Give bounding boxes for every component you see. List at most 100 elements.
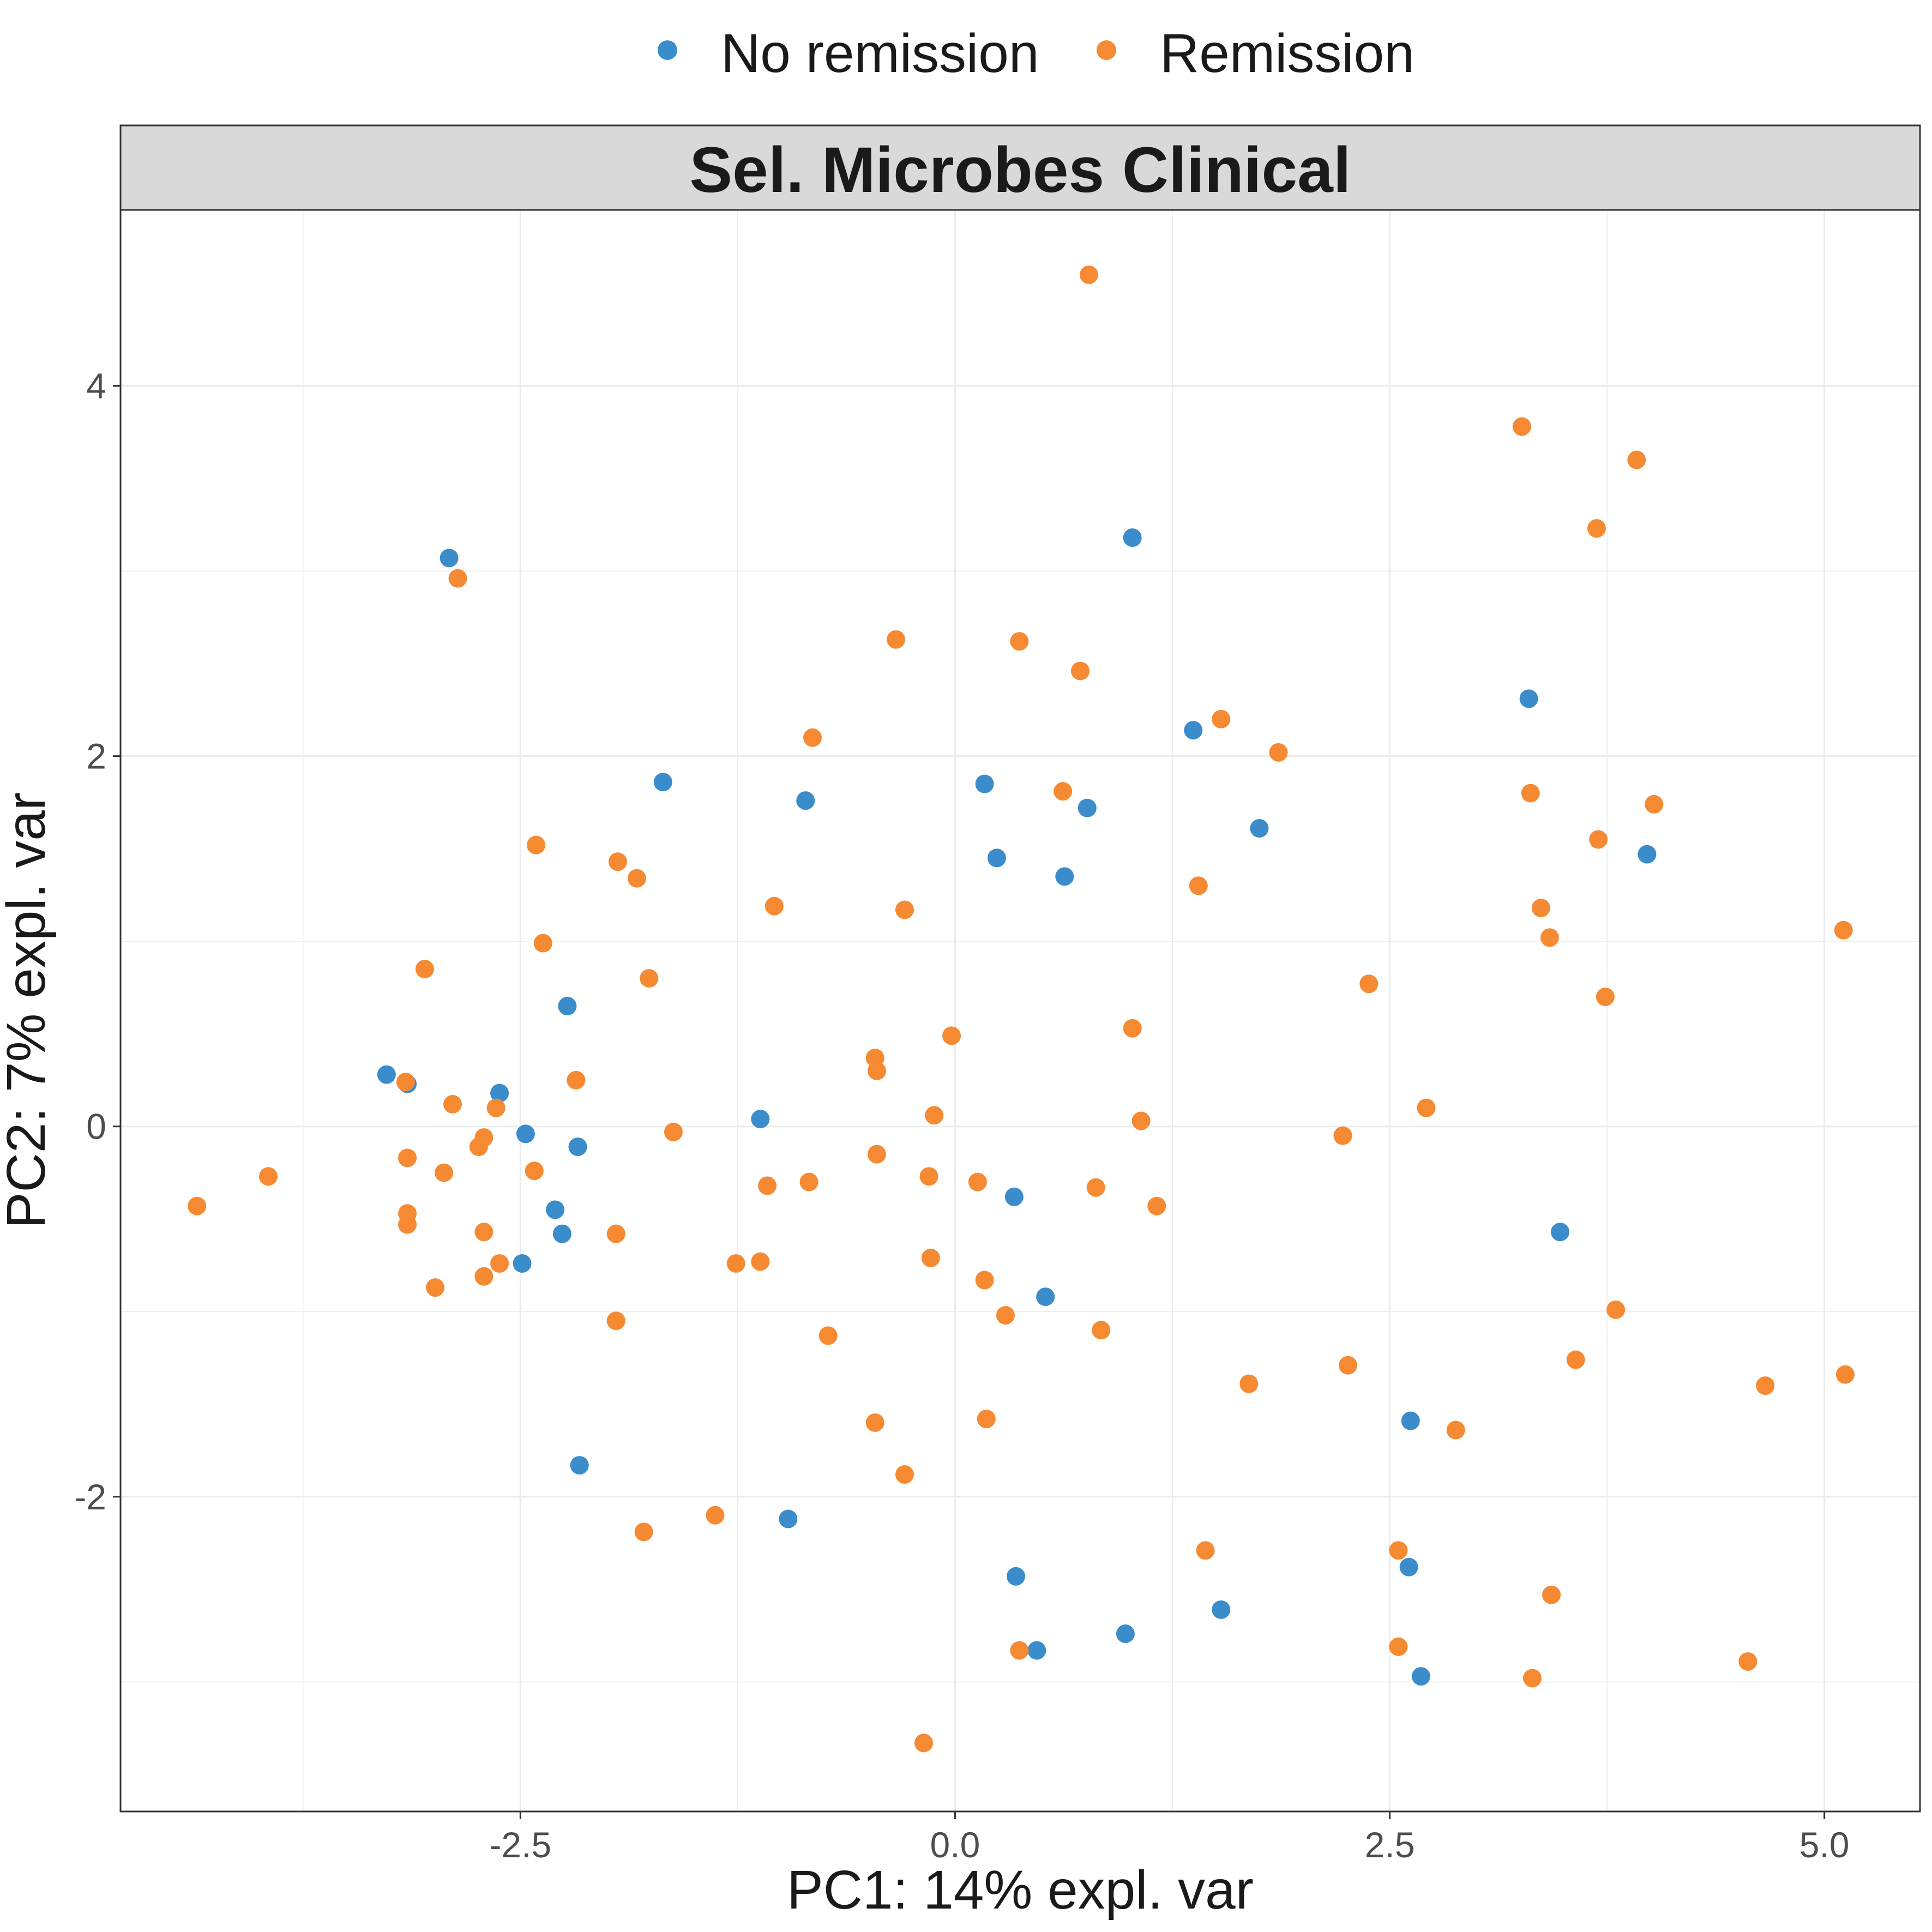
point-remission — [415, 960, 434, 979]
x-tick-label: 2.5 — [1365, 1825, 1415, 1865]
point-no-remission — [779, 1509, 798, 1528]
point-remission — [188, 1196, 207, 1215]
point-remission — [968, 1172, 987, 1191]
point-no-remission — [1055, 867, 1074, 886]
point-no-remission — [796, 791, 815, 810]
point-remission — [1071, 661, 1090, 681]
point-remission — [799, 1172, 818, 1191]
point-remission — [486, 1098, 505, 1117]
point-no-remission — [513, 1254, 532, 1273]
point-remission — [1540, 928, 1559, 947]
point-no-remission — [1123, 528, 1142, 547]
point-remission — [1269, 743, 1288, 762]
point-remission — [1566, 1350, 1585, 1369]
point-remission — [975, 1271, 994, 1290]
point-no-remission — [1519, 689, 1538, 708]
plot-panel — [121, 210, 1920, 1811]
point-remission — [1086, 1178, 1105, 1197]
point-remission — [664, 1122, 683, 1141]
point-remission — [1359, 974, 1379, 994]
point-remission — [1147, 1196, 1166, 1215]
point-remission — [1389, 1541, 1408, 1560]
point-remission — [1123, 1019, 1142, 1038]
point-remission — [942, 1026, 961, 1045]
point-remission — [1010, 1641, 1029, 1660]
point-no-remission — [552, 1224, 571, 1243]
point-remission — [490, 1254, 509, 1273]
point-remission — [867, 1061, 886, 1080]
point-remission — [803, 728, 822, 747]
y-tick-label: 0 — [86, 1106, 106, 1147]
point-remission — [1333, 1126, 1352, 1145]
x-axis-title: PC1: 14% expl. var — [787, 1859, 1254, 1921]
facet-strip — [119, 124, 1921, 211]
point-remission — [1531, 899, 1550, 918]
point-remission — [1079, 265, 1098, 284]
data-points — [188, 265, 1855, 1753]
point-remission — [921, 1248, 940, 1267]
point-no-remission — [1116, 1624, 1135, 1644]
point-remission — [533, 934, 552, 953]
point-no-remission — [1007, 1567, 1026, 1586]
point-remission — [867, 1145, 886, 1164]
point-no-remission — [558, 997, 577, 1016]
point-remission — [426, 1278, 445, 1297]
point-remission — [606, 1311, 625, 1331]
y-tick-label: -2 — [74, 1477, 106, 1517]
point-remission — [398, 1148, 417, 1167]
point-remission — [627, 869, 646, 888]
point-remission — [919, 1167, 938, 1186]
point-remission — [1521, 784, 1540, 803]
x-tick-label: 5.0 — [1799, 1825, 1850, 1865]
point-no-remission — [751, 1110, 770, 1129]
point-remission — [925, 1106, 944, 1125]
point-no-remission — [516, 1124, 535, 1143]
point-remission — [1196, 1541, 1215, 1560]
gridlines — [121, 210, 1920, 1811]
point-no-remission — [570, 1456, 589, 1475]
point-remission — [448, 569, 467, 588]
point-remission — [1627, 450, 1646, 470]
point-no-remission — [546, 1200, 565, 1219]
point-remission — [1587, 519, 1606, 538]
point-remission — [1212, 709, 1231, 729]
point-remission — [895, 900, 914, 919]
point-remission — [634, 1522, 653, 1542]
point-remission — [1189, 876, 1208, 895]
chart-title: Sel. Microbes Clinical — [689, 134, 1351, 206]
point-remission — [640, 969, 659, 988]
point-remission — [396, 1073, 415, 1092]
point-no-remission — [440, 549, 459, 568]
panel-border — [119, 209, 1921, 1813]
point-no-remission — [1212, 1600, 1231, 1619]
legend-marker-remission — [1097, 40, 1116, 60]
point-remission — [1010, 632, 1029, 651]
point-remission — [996, 1306, 1015, 1325]
point-no-remission — [1184, 721, 1203, 740]
point-no-remission — [1399, 1557, 1418, 1576]
point-remission — [435, 1163, 454, 1182]
point-remission — [606, 1224, 625, 1243]
point-no-remission — [1551, 1223, 1569, 1242]
point-no-remission — [1638, 845, 1657, 864]
legend-label-no-remission: No remission — [721, 23, 1039, 84]
point-remission — [1645, 795, 1664, 814]
point-no-remission — [1250, 819, 1269, 838]
point-remission — [474, 1128, 493, 1147]
point-remission — [765, 896, 784, 916]
point-remission — [525, 1161, 544, 1181]
point-remission — [1131, 1111, 1151, 1130]
point-no-remission — [1078, 798, 1097, 817]
point-remission — [1834, 920, 1853, 940]
point-remission — [1512, 417, 1531, 436]
point-remission — [1239, 1374, 1259, 1393]
x-axis: -2.5 0.0 2.5 5.0 — [489, 1811, 1850, 1865]
point-no-remission — [987, 848, 1006, 868]
point-remission — [1738, 1652, 1758, 1671]
point-no-remission — [490, 1084, 509, 1103]
point-remission — [1835, 1365, 1855, 1384]
point-remission — [977, 1410, 996, 1429]
point-no-remission — [1004, 1187, 1024, 1206]
point-remission — [751, 1252, 770, 1271]
point-remission — [1596, 988, 1615, 1007]
